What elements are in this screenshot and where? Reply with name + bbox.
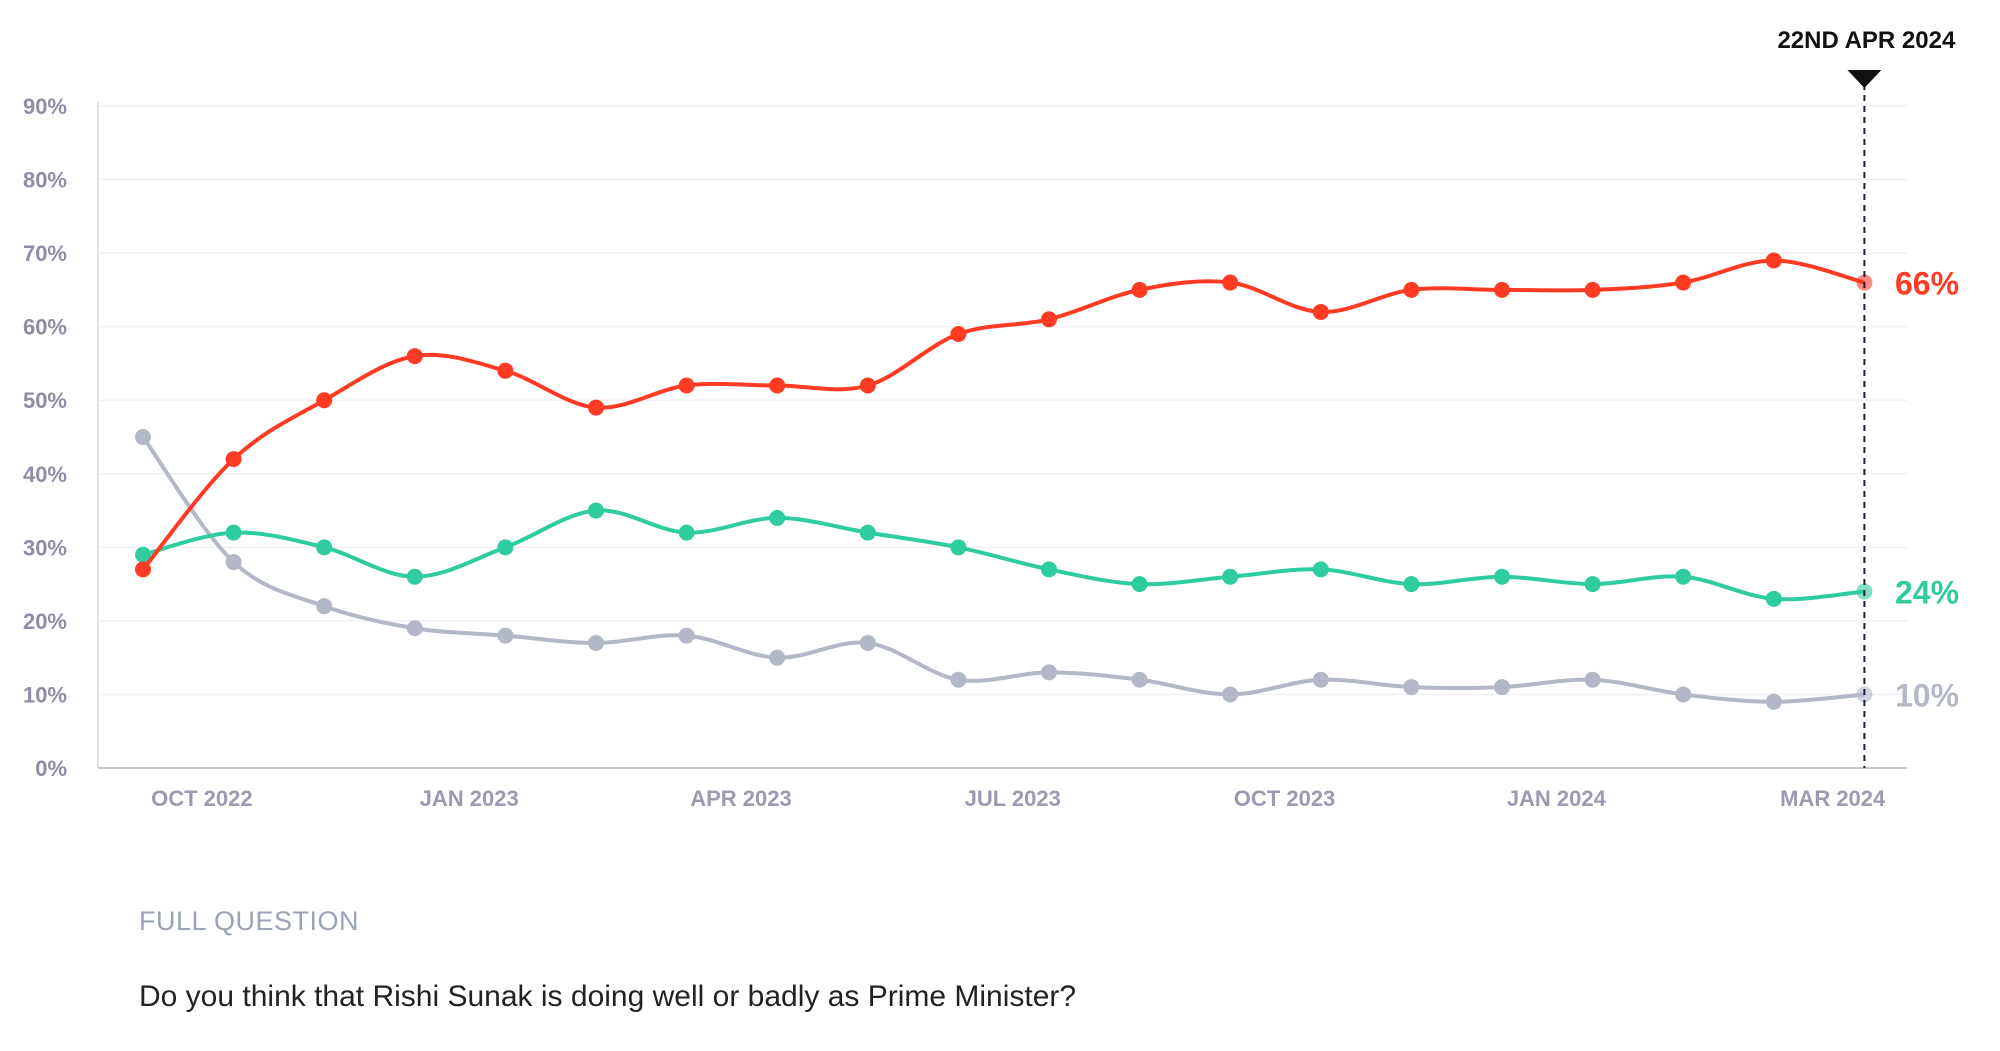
data-point-don-t-know: [950, 671, 967, 688]
x-tick-label: JAN 2023: [420, 786, 519, 811]
data-point-don-t-know: [1131, 671, 1148, 688]
y-tick-label: 40%: [23, 462, 67, 487]
data-point-badly: [135, 561, 151, 578]
y-tick-label: 50%: [23, 388, 67, 413]
y-tick-label: 70%: [23, 241, 67, 266]
y-tick-label: 60%: [23, 315, 67, 340]
data-point-well: [1041, 561, 1057, 578]
data-point-badly: [1131, 281, 1148, 298]
data-point-don-t-know: [859, 634, 876, 651]
end-label-well: 24%: [1895, 574, 1959, 610]
data-point-badly: [316, 392, 333, 409]
data-point-well: [1494, 568, 1510, 585]
series-line-badly: [141, 258, 1865, 571]
data-point-don-t-know: [1222, 686, 1239, 703]
x-tick-label: JAN 2024: [1507, 786, 1607, 811]
data-point-don-t-know: [588, 634, 604, 651]
series-line-don-t-know: [141, 435, 1865, 704]
data-point-don-t-know: [225, 554, 242, 571]
data-point-badly: [1494, 281, 1510, 298]
data-point-badly: [769, 377, 786, 394]
date-marker-triangle-icon: [1847, 70, 1882, 88]
data-point-badly: [1403, 281, 1420, 298]
data-point-don-t-know: [135, 429, 151, 445]
data-point-badly: [1041, 311, 1057, 328]
data-point-badly: [859, 377, 876, 394]
data-point-well: [316, 539, 333, 556]
data-point-don-t-know: [1584, 671, 1601, 688]
data-point-well: [135, 546, 151, 563]
data-point-don-t-know: [1403, 679, 1420, 696]
data-point-don-t-know: [1494, 679, 1510, 696]
data-point-badly: [406, 348, 423, 365]
data-point-well: [225, 524, 242, 541]
data-point-well: [1312, 561, 1329, 578]
data-point-don-t-know: [769, 649, 786, 666]
data-point-well: [497, 539, 514, 556]
data-point-badly: [1222, 274, 1239, 291]
data-point-don-t-know: [678, 627, 695, 644]
data-point-badly: [588, 399, 604, 416]
data-point-badly: [1675, 274, 1692, 291]
data-point-well: [1131, 576, 1148, 593]
data-point-badly: [1584, 281, 1601, 298]
data-point-don-t-know: [1765, 693, 1782, 710]
x-tick-label: OCT 2023: [1234, 786, 1336, 811]
y-tick-label: 30%: [23, 535, 67, 560]
data-point-badly: [225, 451, 242, 468]
x-tick-label: MAR 2024: [1780, 786, 1886, 811]
data-point-well: [1403, 576, 1420, 593]
y-tick-label: 80%: [23, 168, 67, 193]
x-tick-label: APR 2023: [690, 786, 792, 811]
data-point-badly: [1312, 303, 1329, 320]
y-tick-label: 90%: [23, 94, 67, 119]
series-line-well: [142, 508, 1865, 602]
data-point-don-t-know: [1675, 686, 1692, 703]
x-tick-label: OCT 2022: [151, 786, 253, 811]
data-point-well: [1675, 568, 1692, 585]
data-point-well: [859, 524, 876, 541]
full-question-text: Do you think that Rishi Sunak is doing w…: [139, 980, 1077, 1013]
data-point-badly: [1765, 252, 1782, 269]
y-tick-label: 10%: [23, 682, 67, 707]
data-point-badly: [497, 362, 514, 379]
data-point-don-t-know: [497, 627, 514, 644]
data-point-well: [588, 502, 604, 519]
data-point-don-t-know: [1041, 664, 1057, 681]
data-point-well: [1584, 576, 1601, 593]
y-tick-label: 20%: [23, 609, 67, 634]
data-point-well: [406, 568, 423, 585]
full-question-label: FULL QUESTION: [139, 906, 360, 936]
data-point-well: [678, 524, 695, 541]
y-tick-label: 0%: [35, 756, 67, 781]
data-point-well: [1222, 568, 1239, 585]
end-label-don-t-know: 10%: [1895, 677, 1959, 713]
data-point-badly: [678, 377, 695, 394]
data-point-well: [950, 539, 967, 556]
data-point-well: [769, 509, 786, 526]
date-marker-label: 22ND APR 2024: [1777, 27, 1956, 54]
x-tick-label: JUL 2023: [965, 786, 1061, 811]
end-label-badly: 66%: [1895, 266, 1959, 302]
data-point-don-t-know: [316, 598, 333, 615]
data-point-well: [1765, 590, 1782, 607]
data-point-badly: [950, 326, 967, 343]
data-point-don-t-know: [406, 620, 423, 637]
data-point-don-t-know: [1312, 671, 1329, 688]
